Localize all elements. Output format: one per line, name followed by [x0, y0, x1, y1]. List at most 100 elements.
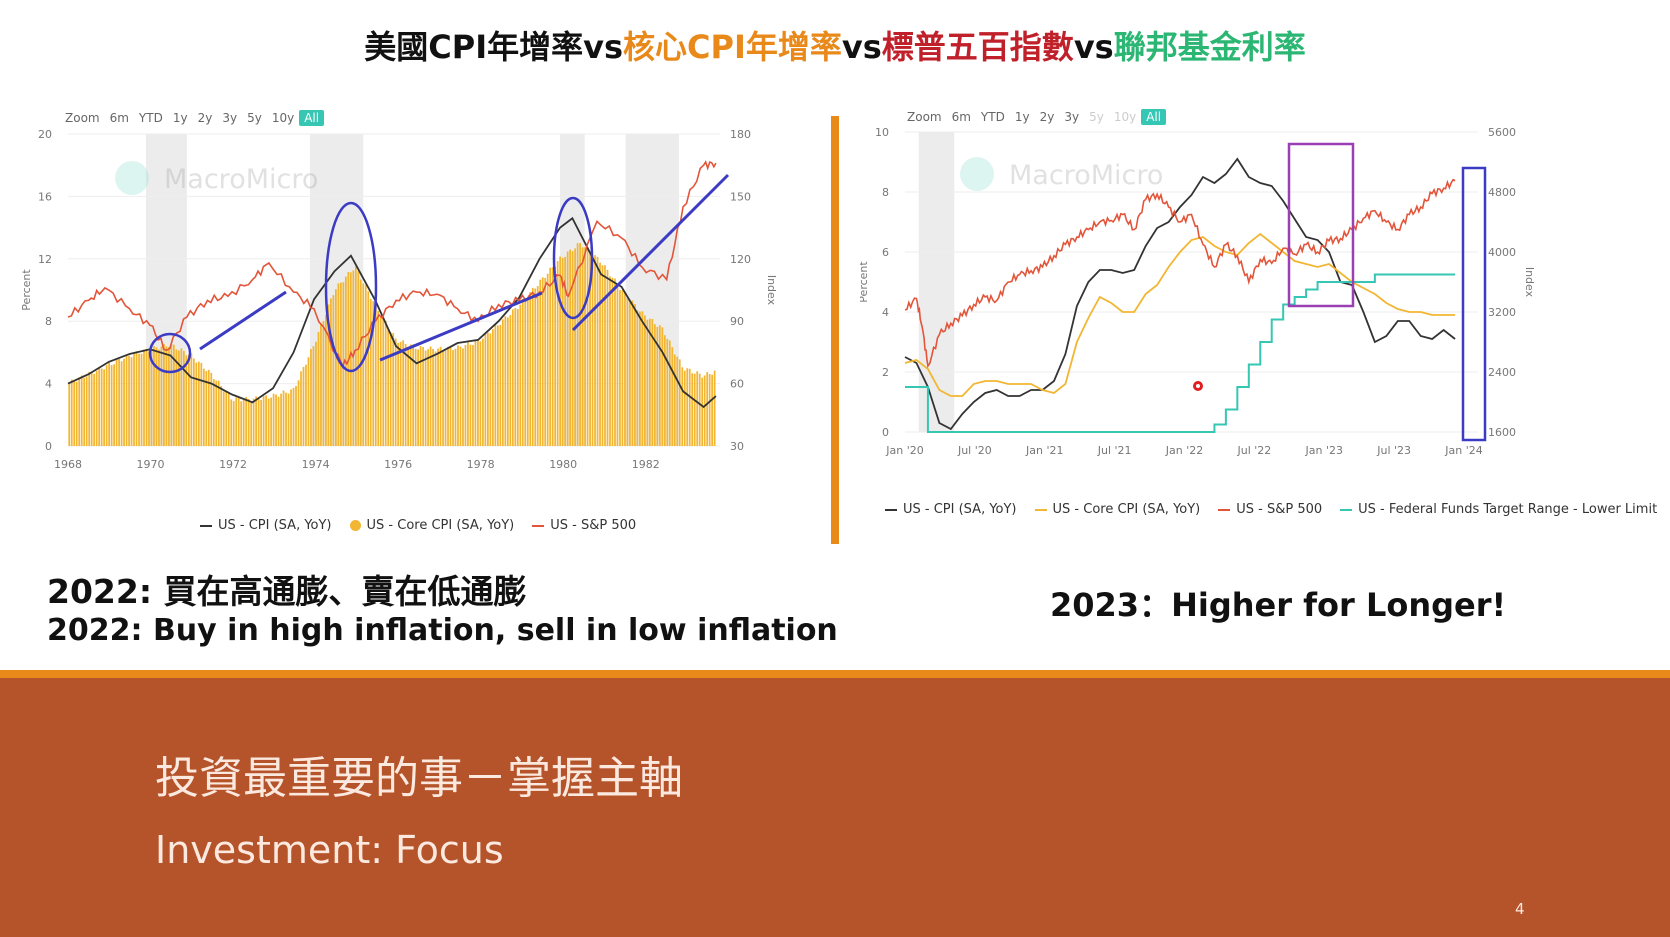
zoom-option-1y[interactable]: 1y	[172, 111, 188, 125]
core-cpi-bar	[516, 308, 519, 446]
core-cpi-bar	[68, 383, 71, 446]
zoom-option-all[interactable]: All	[299, 110, 325, 126]
x-tick-label: 1968	[54, 458, 82, 471]
legend-item[interactable]: US - CPI (SA, YoY)	[885, 502, 1017, 517]
y-tick-label: 10	[875, 126, 889, 139]
legend-item[interactable]: US - S&P 500	[532, 518, 636, 533]
core-cpi-bar	[133, 353, 135, 446]
core-cpi-bar	[686, 368, 689, 446]
zoom-label: Zoom	[907, 110, 942, 124]
zoom-option-2y[interactable]: 2y	[1039, 110, 1055, 124]
legend-item[interactable]: US - Federal Funds Target Range - Lower …	[1340, 502, 1657, 517]
core-cpi-bar	[487, 332, 489, 446]
core-cpi-bar	[377, 310, 380, 446]
footer-band	[0, 670, 1670, 937]
legend-item[interactable]: US - Core CPI (SA, YoY)	[349, 518, 515, 533]
core-cpi-bar	[317, 332, 320, 446]
core-cpi-bar	[100, 368, 103, 446]
core-cpi-bar	[155, 347, 158, 446]
y-tick-label: 8	[45, 315, 52, 328]
zoom-option-5y[interactable]: 5y	[247, 111, 262, 125]
core-cpi-bar	[656, 326, 659, 446]
core-cpi-bar	[429, 346, 432, 446]
core-cpi-bar	[262, 396, 265, 446]
core-cpi-bar	[379, 316, 382, 446]
core-cpi-bar	[606, 269, 609, 446]
legend-item[interactable]: US - Core CPI (SA, YoY)	[1034, 502, 1200, 517]
core-cpi-bar	[414, 348, 417, 446]
core-cpi-bar	[202, 368, 205, 446]
x-tick-label: Jan '22	[1165, 444, 1203, 457]
core-cpi-bar	[88, 371, 91, 446]
core-cpi-bar	[484, 333, 487, 446]
watermark-logo-icon	[115, 161, 149, 195]
core-cpi-bar	[442, 350, 444, 446]
core-cpi-bar	[245, 396, 248, 446]
core-cpi-bar	[641, 311, 644, 446]
zoom-option-10y[interactable]: 10y	[1113, 110, 1137, 124]
zoom-option-ytd[interactable]: YTD	[138, 111, 163, 125]
core-cpi-bar	[210, 372, 213, 446]
core-cpi-bar	[524, 298, 527, 446]
core-cpi-bar	[688, 368, 691, 446]
zoom-option-all[interactable]: All	[1141, 109, 1167, 125]
legend-item[interactable]: US - CPI (SA, YoY)	[200, 518, 332, 533]
y-axis-title: Percent	[20, 269, 33, 311]
core-cpi-bar	[389, 332, 392, 446]
core-cpi-bar	[559, 256, 562, 446]
core-cpi-bar	[78, 377, 81, 446]
zoom-option-3y[interactable]: 3y	[1064, 110, 1080, 124]
zoom-option-5y[interactable]: 5y	[1089, 110, 1104, 124]
left-legend: US - CPI (SA, YoY) US - Core CPI (SA, YoY…	[200, 518, 636, 533]
core-cpi-bar	[270, 397, 272, 446]
core-cpi-bar	[325, 314, 327, 446]
watermark: MacroMicro	[960, 157, 1163, 191]
zoom-option-6m[interactable]: 6m	[951, 110, 971, 124]
core-cpi-bar	[639, 311, 641, 446]
left-zoom-bar: Zoom 6m YTD 1y 2y 3y 5y 10y All	[60, 110, 325, 126]
zoom-option-3y[interactable]: 3y	[222, 111, 238, 125]
core-cpi-bar	[215, 380, 218, 446]
core-cpi-bar	[332, 295, 335, 446]
zoom-option-ytd[interactable]: YTD	[980, 110, 1005, 124]
zoom-option-2y[interactable]: 2y	[197, 111, 213, 125]
core-cpi-bar	[217, 380, 220, 446]
zoom-option-1y[interactable]: 1y	[1014, 110, 1030, 124]
core-cpi-bar	[459, 346, 462, 446]
core-cpi-bar	[663, 335, 666, 446]
core-cpi-bar	[282, 390, 285, 446]
x-tick-label: 1972	[219, 458, 247, 471]
core-cpi-bar	[255, 396, 258, 446]
core-cpi-bar	[619, 290, 621, 446]
right-chart-panel: Zoom 6m YTD 1y 2y 3y 5y 10y All 0 2 4 6 8 10 1600 2400 3…	[860, 100, 1657, 540]
core-cpi-bar	[222, 391, 225, 446]
core-cpi-bar	[327, 304, 330, 446]
core-cpi-bar	[160, 346, 163, 446]
core-cpi-bar	[364, 284, 367, 446]
core-cpi-bar	[335, 289, 337, 446]
core-cpi-bar	[591, 256, 594, 446]
core-cpi-bar	[556, 261, 559, 446]
core-cpi-bar	[444, 350, 447, 446]
core-cpi-bar	[98, 367, 101, 446]
core-cpi-bar	[257, 399, 260, 446]
core-cpi-bar	[509, 315, 512, 446]
legend-item[interactable]: US - S&P 500	[1218, 502, 1322, 517]
core-cpi-bar	[477, 339, 479, 446]
core-cpi-bar	[496, 325, 499, 446]
core-cpi-bar	[280, 393, 282, 446]
core-cpi-bar	[412, 344, 415, 446]
core-cpi-bar	[676, 356, 679, 446]
core-cpi-bar	[614, 278, 616, 446]
x-tick-label: Jul '23	[1376, 444, 1411, 457]
legend-label: US - Core CPI (SA, YoY)	[366, 518, 515, 533]
core-cpi-bar	[447, 346, 449, 446]
caption-right: 2023：Higher for Longer!	[1050, 586, 1507, 624]
core-cpi-bar	[708, 373, 711, 446]
zoom-option-10y[interactable]: 10y	[271, 111, 295, 125]
y2-tick-label: 2400	[1488, 366, 1516, 379]
core-cpi-bar	[681, 367, 684, 446]
y2-tick-label: 60	[730, 378, 744, 391]
core-cpi-bar	[539, 279, 542, 446]
zoom-option-6m[interactable]: 6m	[109, 111, 129, 125]
